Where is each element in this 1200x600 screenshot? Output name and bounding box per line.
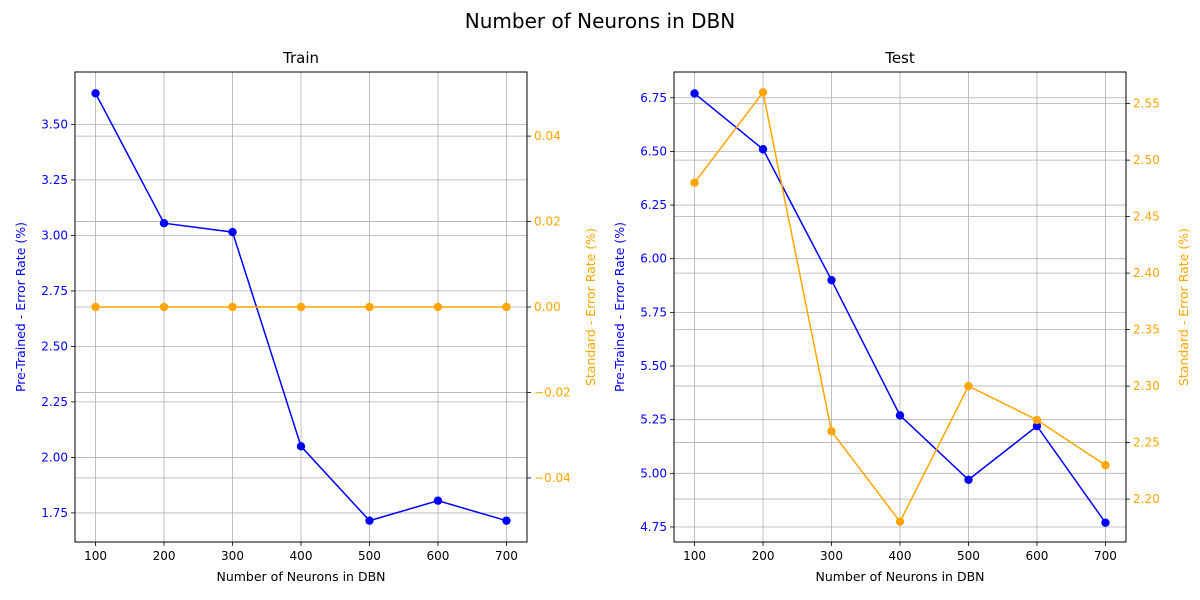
test-xtick-label: 500	[957, 549, 980, 563]
test-xtick-label: 200	[752, 549, 775, 563]
train-ylabel-left: Pre-Trained - Error Rate (%)	[13, 222, 28, 392]
test-ytick-right-label: 2.55	[1133, 97, 1160, 111]
train-ytick-left-label: 2.75	[41, 284, 68, 298]
test-pretrained-point-600	[1032, 421, 1042, 431]
train-ytick-left-label: 3.50	[41, 117, 68, 131]
test-title: Test	[884, 49, 915, 67]
train-standard-point-600	[433, 302, 443, 312]
test-ylabel-right: Standard - Error Rate (%)	[1176, 228, 1191, 386]
test-pretrained-point-500	[964, 475, 973, 484]
test-pretrained-point-700	[1101, 518, 1110, 527]
train-standard-point-200	[159, 302, 169, 312]
test-xtick-label: 600	[1026, 549, 1049, 563]
test-xtick-label: 300	[820, 549, 843, 563]
train-pretrained-point-300	[228, 227, 237, 237]
test-ytick-right-label: 2.35	[1133, 323, 1160, 337]
test-ytick-left-label: 4.75	[640, 520, 667, 534]
train-ytick-left-label: 1.75	[41, 506, 68, 520]
test-pretrained-point-200	[758, 145, 768, 154]
test-xtick-label: 100	[683, 549, 706, 563]
train-ytick-left-label: 3.25	[41, 173, 68, 187]
train-pretrained-point-500	[365, 516, 374, 525]
train-ytick-left-label: 2.00	[41, 450, 68, 464]
train-standard-point-500	[365, 302, 374, 312]
train-ytick-right-label: −0.02	[534, 385, 571, 399]
test-ytick-left-label: 6.50	[640, 144, 667, 158]
train-pretrained-point-200	[159, 218, 169, 228]
train-xtick-label: 500	[358, 549, 381, 563]
test-ytick-right-label: 2.30	[1133, 379, 1160, 393]
train-ytick-left-label: 2.25	[41, 395, 68, 409]
test-ytick-right-label: 2.50	[1133, 153, 1160, 167]
test-xlabel: Number of Neurons in DBN	[815, 569, 984, 584]
train-xtick-label: 600	[427, 549, 450, 563]
train-standard-point-400	[296, 302, 306, 312]
train-ytick-right-label: −0.04	[534, 471, 571, 485]
train-xlabel: Number of Neurons in DBN	[216, 569, 385, 584]
test-ytick-left-label: 5.75	[640, 305, 667, 319]
train-pretrained-point-400	[296, 442, 306, 451]
test-ytick-right-label: 2.20	[1133, 492, 1160, 506]
train-xtick-label: 700	[495, 549, 518, 563]
train-standard-point-700	[502, 302, 511, 312]
test-pretrained-point-100	[690, 89, 699, 98]
test-standard-point-200	[758, 88, 768, 97]
test-ytick-left-label: 5.25	[640, 413, 667, 427]
test-standard-point-300	[827, 427, 836, 436]
test-ytick-left-label: 6.00	[640, 252, 667, 266]
test-ytick-left-label: 5.00	[640, 466, 667, 480]
train-ytick-left-label: 3.00	[41, 228, 68, 242]
train-xtick-label: 400	[290, 549, 313, 563]
test-standard-point-400	[895, 517, 905, 526]
train-pretrained-point-700	[502, 516, 511, 525]
test-standard-point-600	[1032, 415, 1042, 425]
train-title: Train	[282, 49, 319, 67]
train-ytick-right-label: 0.04	[534, 129, 561, 143]
train-ytick-right-label: 0.02	[534, 215, 561, 229]
test-panel: 100 200 300 400 500 600 700 4.75 5.00 5.25 5.50 5.7…	[612, 49, 1191, 584]
test-pretrained-point-400	[895, 411, 905, 420]
train-ylabel-right: Standard - Error Rate (%)	[583, 228, 598, 386]
test-xtick-label: 400	[889, 549, 912, 563]
test-standard-point-500	[964, 381, 973, 391]
train-xtick-label: 200	[153, 549, 176, 563]
test-ytick-right-label: 2.40	[1133, 266, 1160, 280]
test-ytick-right-label: 2.25	[1133, 436, 1160, 450]
test-ytick-left-label: 5.50	[640, 359, 667, 373]
train-panel: 100 200 300 400 500 600 700 1.75 2.00 2.25 2.50 2.7…	[13, 49, 598, 584]
train-pretrained-point-600	[433, 496, 443, 505]
test-standard-point-100	[690, 178, 699, 187]
train-standard-point-300	[228, 302, 237, 312]
train-xtick-label: 300	[221, 549, 244, 563]
test-ylabel-left: Pre-Trained - Error Rate (%)	[612, 222, 627, 392]
test-pretrained-point-300	[827, 275, 836, 285]
train-ytick-left-label: 2.50	[41, 339, 68, 353]
train-standard-point-100	[91, 302, 100, 312]
figure-suptitle: Number of Neurons in DBN	[465, 9, 735, 33]
train-ytick-right-label: 0.00	[534, 300, 561, 314]
train-pretrained-point-100	[91, 89, 100, 98]
train-xtick-label: 100	[84, 549, 107, 563]
test-ytick-left-label: 6.75	[640, 91, 667, 105]
test-standard-point-700	[1101, 460, 1110, 470]
test-xtick-label: 700	[1094, 549, 1117, 563]
test-ytick-right-label: 2.45	[1133, 210, 1160, 224]
test-ytick-left-label: 6.25	[640, 198, 667, 212]
